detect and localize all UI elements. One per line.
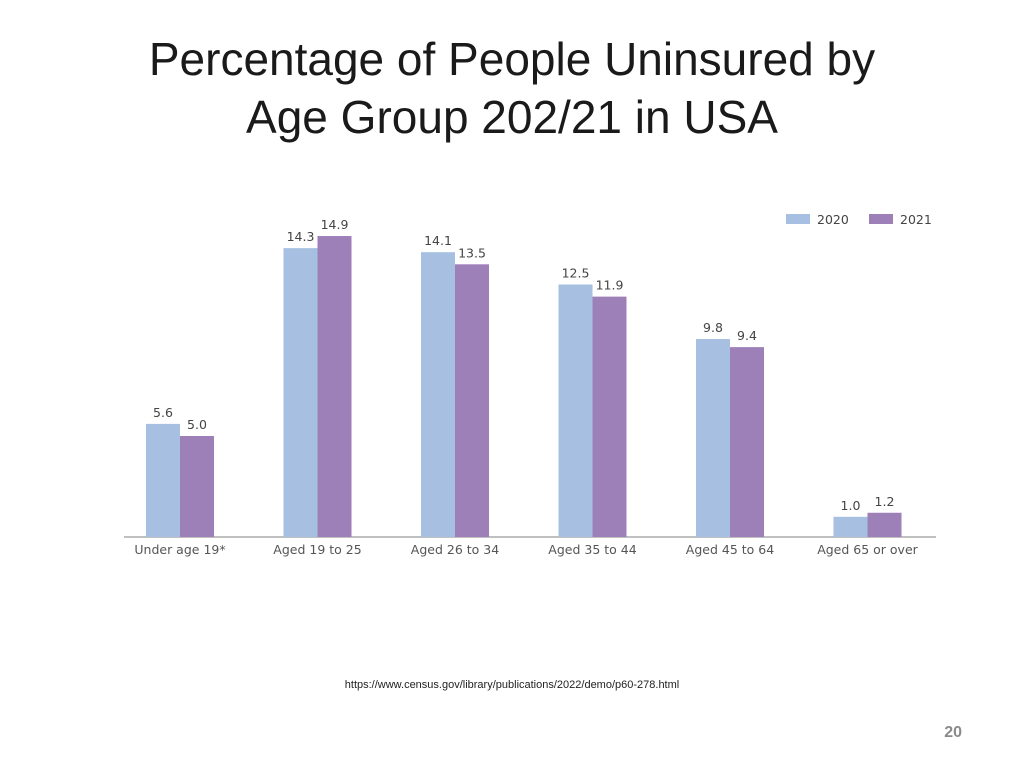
- x-tick-label-6: Aged 65 or over: [817, 542, 918, 557]
- bar-2020-1: [146, 423, 180, 537]
- bar-2020-4: [558, 284, 593, 537]
- data-label-2020-3: 14.1: [424, 233, 452, 248]
- data-label-2021-2: 14.9: [321, 217, 349, 232]
- data-label-2020-5: 9.8: [703, 320, 723, 335]
- bar-2020-5: [696, 339, 730, 537]
- bar-2020-6: [833, 516, 868, 537]
- x-tick-label-2: Aged 19 to 25: [273, 542, 361, 557]
- legend-label-2020: 2020: [817, 212, 849, 227]
- legend-swatch-2021: [869, 214, 893, 224]
- data-label-2020-4: 12.5: [562, 266, 590, 281]
- bar-2021-3: [455, 264, 489, 537]
- data-label-2021-4: 11.9: [596, 278, 624, 293]
- x-tick-label-1: Under age 19*: [134, 542, 225, 557]
- slide-title-line-1: Percentage of People Uninsured by: [148, 33, 876, 85]
- data-label-2021-6: 1.2: [875, 494, 895, 509]
- slide-title-line-2: Age Group 202/21 in USA: [246, 91, 778, 143]
- legend-swatch-2020: [786, 214, 810, 224]
- bar-2021-6: [867, 512, 902, 537]
- bar-2020-2: [283, 248, 318, 537]
- data-label-2020-1: 5.6: [153, 405, 173, 420]
- data-label-2020-2: 14.3: [287, 229, 315, 244]
- x-tick-label-4: Aged 35 to 44: [548, 542, 636, 557]
- bar-2021-1: [180, 436, 214, 537]
- bar-2021-2: [317, 236, 352, 537]
- bar-2021-5: [730, 347, 764, 537]
- x-tick-label-3: Aged 26 to 34: [411, 542, 499, 557]
- data-label-2021-3: 13.5: [458, 245, 486, 260]
- x-tick-label-5: Aged 45 to 64: [686, 542, 774, 557]
- data-label-2021-1: 5.0: [187, 417, 207, 432]
- bar-2021-4: [592, 296, 627, 537]
- data-label-2021-5: 9.4: [737, 328, 757, 343]
- data-label-2020-6: 1.0: [841, 498, 861, 513]
- legend-label-2021: 2021: [900, 212, 932, 227]
- page-number: 20: [944, 724, 962, 741]
- bar-2020-3: [421, 252, 455, 537]
- source-link[interactable]: https://www.census.gov/library/publicati…: [344, 679, 680, 691]
- slide-title: Percentage of People Uninsured by Age Gr…: [60, 30, 964, 146]
